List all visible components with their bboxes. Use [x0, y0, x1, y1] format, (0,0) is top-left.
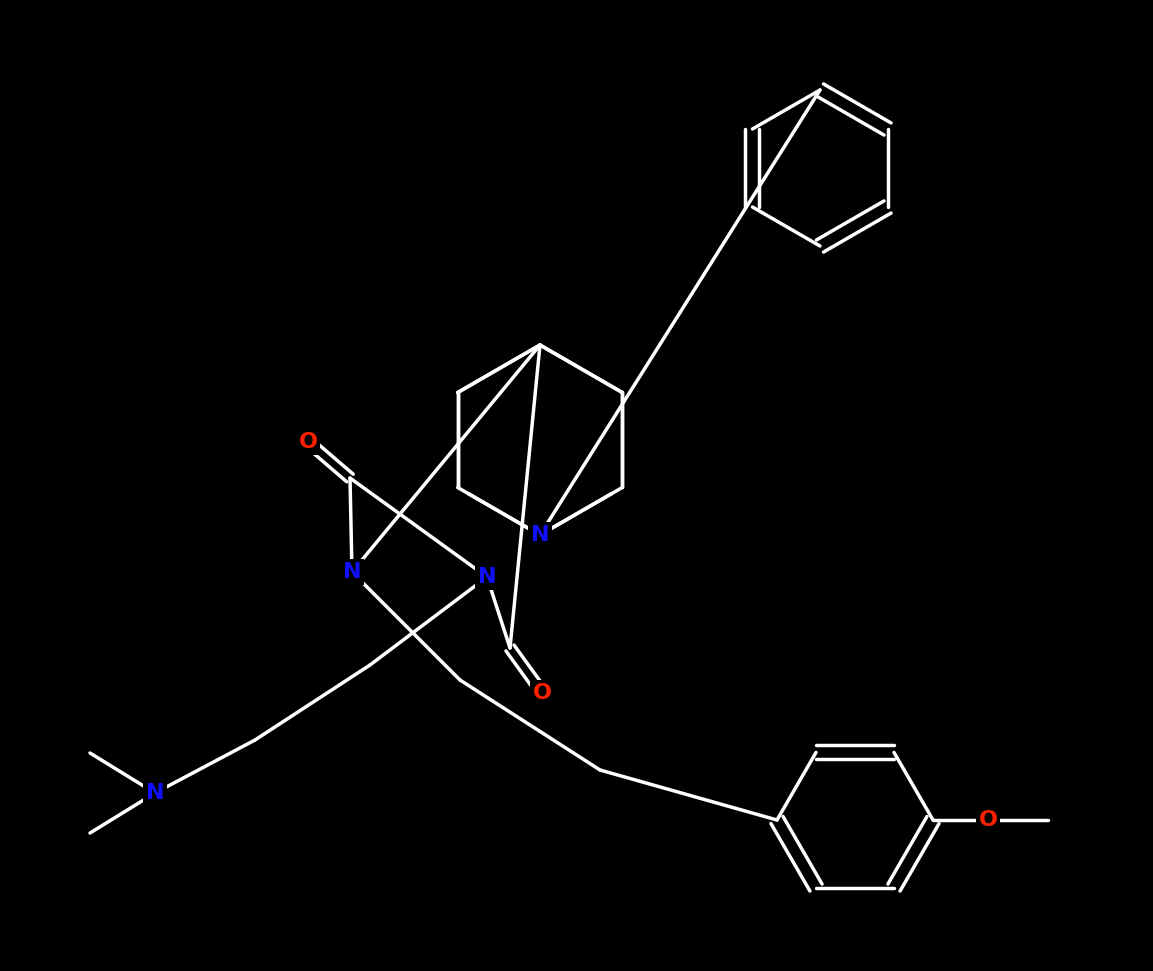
- Text: N: N: [530, 525, 549, 545]
- Text: O: O: [299, 432, 318, 452]
- Text: N: N: [145, 783, 164, 803]
- Text: O: O: [533, 683, 552, 703]
- Text: O: O: [979, 810, 997, 830]
- Text: N: N: [477, 567, 496, 587]
- Text: N: N: [342, 562, 361, 582]
